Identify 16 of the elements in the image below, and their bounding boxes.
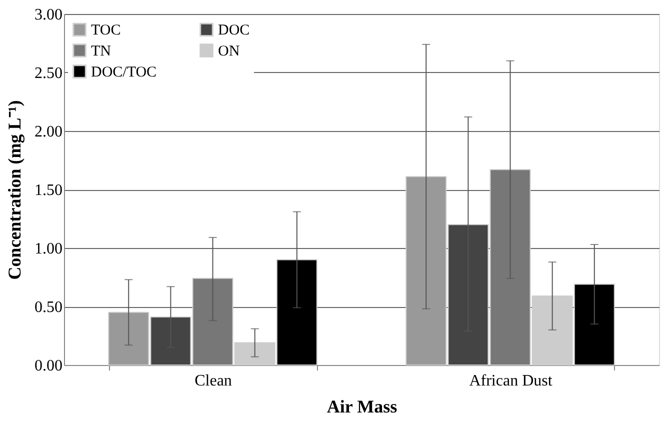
legend-label: TOC bbox=[91, 22, 121, 39]
y-axis-title: Concentration (mg L⁻¹) bbox=[4, 100, 24, 280]
y-tick-label: 2.00 bbox=[34, 124, 62, 140]
y-tick-label: 0.00 bbox=[34, 358, 62, 374]
y-tick-label: 2.50 bbox=[34, 65, 62, 82]
legend-label: DOC/TOC bbox=[91, 64, 157, 80]
legend-label: TN bbox=[91, 44, 112, 60]
x-axis-title: Air Mass bbox=[326, 396, 398, 416]
y-tick-label: 1.00 bbox=[34, 240, 62, 258]
x-tick-label: African Dust bbox=[469, 372, 553, 390]
y-tick-label: 1.50 bbox=[34, 182, 62, 199]
y-tick-label: 3.00 bbox=[34, 6, 62, 24]
legend-label: ON bbox=[218, 44, 240, 60]
y-tick-label: 0.50 bbox=[34, 299, 62, 316]
x-tick-label: Clean bbox=[194, 372, 232, 390]
legend-label: DOC bbox=[218, 22, 250, 39]
